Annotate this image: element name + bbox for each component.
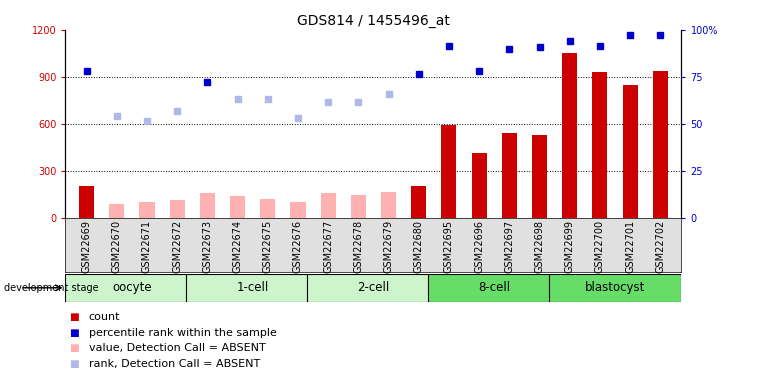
Text: GSM22671: GSM22671 <box>142 220 152 273</box>
Bar <box>200 193 215 217</box>
Text: GSM22697: GSM22697 <box>504 220 514 273</box>
Text: development stage: development stage <box>4 283 99 293</box>
Text: GSM22701: GSM22701 <box>625 220 635 273</box>
Bar <box>169 200 185 217</box>
Text: GSM22676: GSM22676 <box>293 220 303 273</box>
Text: ■: ■ <box>69 344 79 353</box>
Text: GSM22677: GSM22677 <box>323 220 333 273</box>
Text: 1-cell: 1-cell <box>236 281 269 294</box>
Bar <box>441 125 457 218</box>
Text: GSM22673: GSM22673 <box>203 220 213 273</box>
Text: ■: ■ <box>69 328 79 338</box>
Text: GSM22670: GSM22670 <box>112 220 122 273</box>
Title: GDS814 / 1455496_at: GDS814 / 1455496_at <box>297 13 450 28</box>
Text: GSM22698: GSM22698 <box>534 220 544 273</box>
Text: GSM22699: GSM22699 <box>564 220 574 273</box>
Bar <box>532 135 547 218</box>
Text: GSM22679: GSM22679 <box>383 220 393 273</box>
Bar <box>79 186 94 218</box>
Text: percentile rank within the sample: percentile rank within the sample <box>89 328 276 338</box>
Text: GSM22696: GSM22696 <box>474 220 484 273</box>
Text: GSM22700: GSM22700 <box>595 220 605 273</box>
Bar <box>502 133 517 218</box>
Text: GSM22675: GSM22675 <box>263 220 273 273</box>
Text: GSM22669: GSM22669 <box>82 220 92 273</box>
Bar <box>623 85 638 218</box>
Bar <box>411 186 427 218</box>
Text: GSM22695: GSM22695 <box>444 220 454 273</box>
Bar <box>65 274 199 302</box>
Bar <box>230 196 245 217</box>
Text: value, Detection Call = ABSENT: value, Detection Call = ABSENT <box>89 344 266 353</box>
Text: GSM22672: GSM22672 <box>172 220 182 273</box>
Bar <box>307 274 440 302</box>
Bar <box>351 195 366 217</box>
Text: GSM22674: GSM22674 <box>233 220 243 273</box>
Bar <box>139 202 155 217</box>
Bar <box>381 192 396 217</box>
Bar <box>562 54 578 217</box>
Text: GSM22678: GSM22678 <box>353 220 363 273</box>
Text: blastocyst: blastocyst <box>585 281 645 294</box>
Text: 2-cell: 2-cell <box>357 281 390 294</box>
Bar <box>290 202 306 217</box>
Text: ■: ■ <box>69 359 79 369</box>
Bar <box>592 72 608 217</box>
Bar <box>109 204 124 218</box>
Bar <box>186 274 319 302</box>
Bar <box>548 274 681 302</box>
Text: oocyte: oocyte <box>112 281 152 294</box>
Bar <box>320 193 336 217</box>
Bar <box>653 71 668 217</box>
Bar <box>260 199 276 217</box>
Bar <box>471 153 487 218</box>
Text: GSM22702: GSM22702 <box>655 220 665 273</box>
Text: GSM22680: GSM22680 <box>413 220 424 273</box>
Bar <box>428 274 561 302</box>
Text: 8-cell: 8-cell <box>478 281 511 294</box>
Text: ■: ■ <box>69 312 79 322</box>
Text: rank, Detection Call = ABSENT: rank, Detection Call = ABSENT <box>89 359 259 369</box>
Text: count: count <box>89 312 120 322</box>
